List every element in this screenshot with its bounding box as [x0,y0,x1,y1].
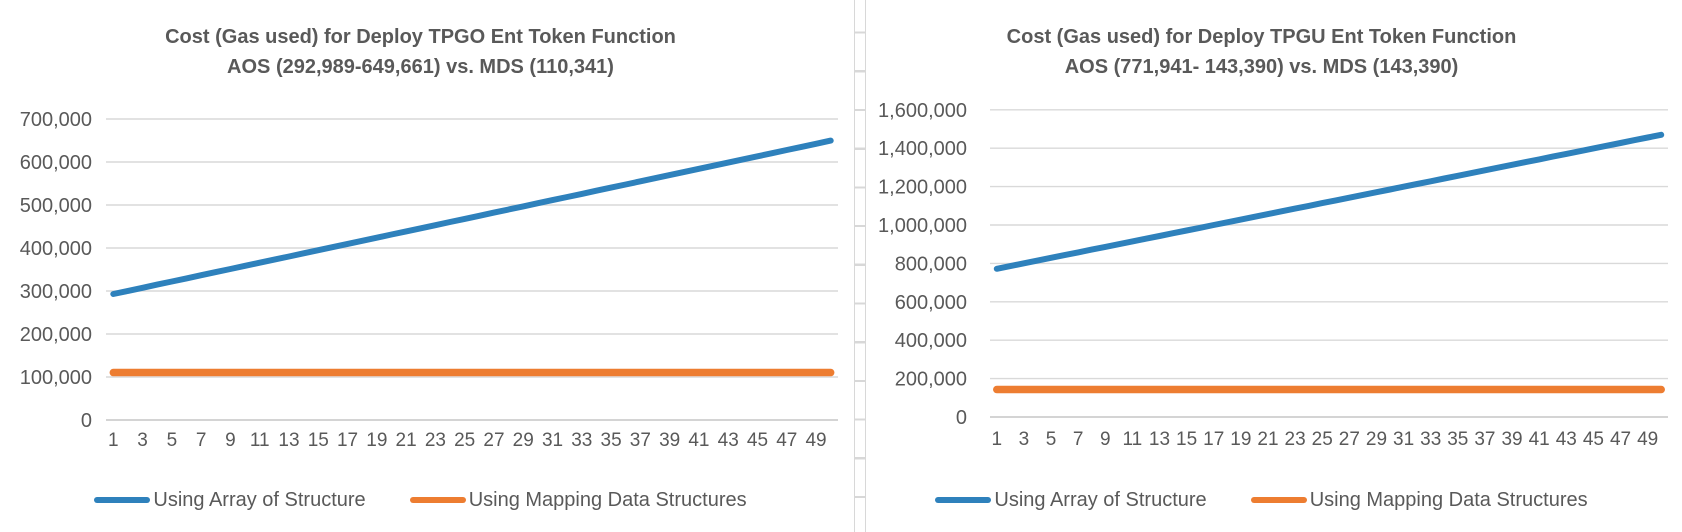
legend-label-mds: Using Mapping Data Structures [1309,488,1588,511]
x-tick-label: 35 [1447,429,1468,450]
legend-label-aos: Using Array of Structure [994,488,1207,511]
x-tick-label: 25 [454,430,475,451]
x-tick-label: 15 [1176,429,1197,450]
x-tick-label: 37 [1474,429,1495,450]
x-tick-label: 45 [747,430,768,451]
x-tick-label: 1 [991,429,1002,450]
chart-title: Cost (Gas used) for Deploy TPGO Ent Toke… [0,22,841,82]
x-tick-label: 21 [396,430,417,451]
x-tick-label: 41 [1529,429,1550,450]
tpgo-plot-area: 0 100,000 200,000 300,000 400,000 500,000 600,… [20,109,838,451]
x-tick-label: 13 [1149,429,1170,450]
aos-line-swatch-icon [94,497,151,503]
x-tick-label: 15 [308,430,329,451]
y-tick-label: 1,600,000 [878,100,967,122]
legend-item-mds: Using Mapping Data Structures [409,488,747,512]
y-tick-label: 0 [956,407,967,429]
aos-series-line [993,131,1665,272]
x-tick-label: 49 [1637,429,1658,450]
x-tick-label: 47 [1610,429,1631,450]
chart-title-line2: AOS (771,941- 143,390) vs. MDS (143,390) [1064,56,1459,78]
x-tick-label: 31 [542,430,563,451]
x-tick-label: 17 [1203,429,1224,450]
x-tick-label: 9 [225,430,236,451]
y-tick-label: 400,000 [895,330,967,352]
x-tick-label: 37 [630,430,651,451]
y-tick-label: 600,000 [895,292,967,314]
y-tick-label: 500,000 [20,195,92,217]
x-tick-label: 11 [250,430,270,451]
x-tick-label: 19 [366,430,387,451]
x-tick-label: 33 [1420,429,1441,450]
aos-series-line [110,137,834,297]
x-tick-label: 43 [1556,429,1577,450]
legend-item-aos: Using Array of Structure [935,488,1207,512]
x-tick-label: 19 [1230,429,1251,450]
chart-legend: Using Array of Structure Using Mapping D… [841,484,1682,516]
chart-title-line1: Cost (Gas used) for Deploy TPGO Ent Toke… [165,26,676,48]
x-tick-label: 43 [718,430,739,451]
y-tick-label: 400,000 [20,238,92,260]
y-tick-label: 200,000 [20,324,92,346]
x-tick-label: 41 [688,430,709,451]
x-tick-label: 39 [659,430,680,451]
y-tick-label: 100,000 [20,367,92,389]
legend-label-mds: Using Mapping Data Structures [468,488,747,511]
chart-title-line2: AOS (292,989-649,661) vs. MDS (110,341) [227,56,614,78]
chart-tpgu-deploy-cost: 0 200,000 400,000 600,000 800,000 1,000,000 1,… [841,0,1682,532]
panel-divider-ruler [854,0,866,532]
x-tick-label: 35 [601,430,622,451]
x-tick-label: 21 [1257,429,1278,450]
chart-legend: Using Array of Structure Using Mapping D… [0,484,841,516]
x-tick-label: 31 [1393,429,1414,450]
x-tick-label: 17 [337,430,358,451]
x-tick-label: 7 [1073,429,1084,450]
mds-line-swatch-icon [409,497,466,503]
y-tick-label: 300,000 [20,281,92,303]
y-tick-label: 200,000 [895,369,967,391]
x-tick-label: 49 [805,430,826,451]
x-tick-label: 3 [1019,429,1030,450]
y-tick-label: 800,000 [895,253,967,275]
aos-line-swatch-icon [935,497,992,503]
legend-item-aos: Using Array of Structure [94,488,366,512]
y-tick-label: 1,200,000 [878,177,967,199]
x-tick-label: 29 [513,430,534,451]
x-tick-label: 1 [108,430,119,451]
x-tick-label: 5 [1046,429,1057,450]
x-tick-label: 39 [1501,429,1522,450]
x-tick-label: 47 [776,430,797,451]
chart-title-line1: Cost (Gas used) for Deploy TPGU Ent Toke… [1006,26,1517,48]
y-tick-label: 600,000 [20,152,92,174]
x-tick-label: 27 [483,430,504,451]
tpgu-plot-area: 0 200,000 400,000 600,000 800,000 1,000,000 1,… [878,100,1668,450]
x-tick-label: 11 [1123,429,1143,450]
y-tick-label: 1,400,000 [878,138,967,160]
x-tick-label: 5 [167,430,178,451]
y-tick-label: 0 [81,410,92,432]
x-tick-label: 27 [1339,429,1360,450]
x-tick-label: 29 [1366,429,1387,450]
x-tick-label: 23 [1285,429,1306,450]
y-tick-label: 700,000 [20,109,92,131]
x-tick-label: 13 [278,430,299,451]
x-tick-label: 9 [1100,429,1111,450]
y-tick-label: 1,000,000 [878,215,967,237]
mds-line-swatch-icon [1250,497,1307,503]
legend-item-mds: Using Mapping Data Structures [1250,488,1588,512]
chart-title: Cost (Gas used) for Deploy TPGU Ent Toke… [841,22,1682,82]
legend-label-aos: Using Array of Structure [153,488,366,511]
x-tick-label: 23 [425,430,446,451]
chart-tpgo-deploy-cost: 0 100,000 200,000 300,000 400,000 500,000 600,… [0,22,841,516]
x-tick-label: 7 [196,430,207,451]
x-tick-label: 33 [571,430,592,451]
x-tick-label: 45 [1583,429,1604,450]
x-tick-label: 25 [1312,429,1333,450]
x-tick-label: 3 [137,430,148,451]
